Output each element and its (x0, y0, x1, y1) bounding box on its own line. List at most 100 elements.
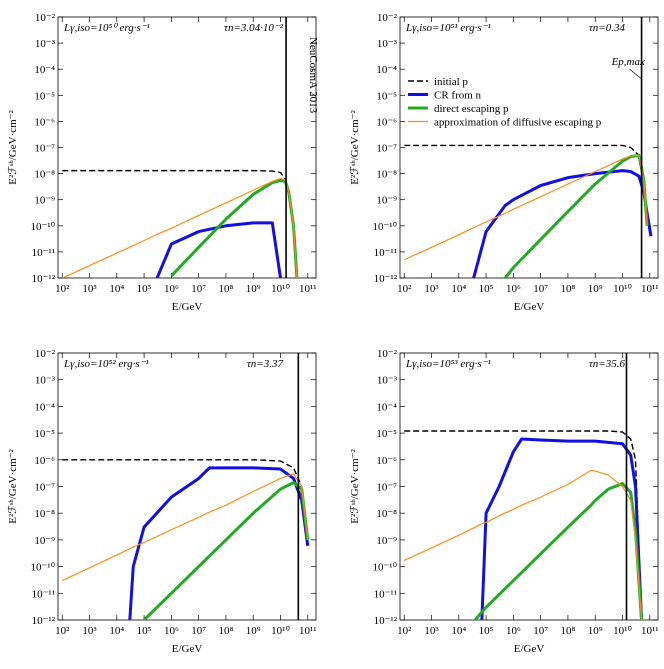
y-tick-label: 10⁻³ (35, 375, 56, 387)
x-tick-label: 10⁷ (533, 283, 548, 295)
series-group (403, 430, 644, 620)
x-tick-label: 10⁵ (137, 283, 152, 295)
x-tick-label: 10² (397, 625, 412, 637)
x-tick-label: 10¹⁰ (271, 283, 290, 295)
y-tick-label: 10⁻¹² (32, 615, 56, 627)
x-tick-label: 10⁸ (219, 283, 234, 295)
series-line (61, 473, 309, 582)
x-tick-label: 10⁷ (191, 283, 206, 295)
x-tick-label: 10¹¹ (641, 283, 659, 295)
series-group (403, 144, 653, 278)
y-tick-label: 10⁻² (35, 348, 56, 360)
x-tick-label: 10⁴ (109, 283, 124, 295)
legend-label: approximation of diffusive escaping p (434, 117, 602, 129)
x-tick-label: 10⁵ (137, 625, 152, 637)
x-tick-label: 10⁶ (506, 283, 521, 295)
x-tick-label: 10¹¹ (641, 625, 659, 637)
x-tick-label: 10⁵ (479, 625, 494, 637)
x-tick-label: 10⁴ (109, 625, 124, 637)
panel: 10² 10³ 10⁴ 10⁵ 10⁶ 10⁷ 10⁸ 10⁹ 10¹⁰ 10¹¹ 10⁻¹² 10⁻… (7, 348, 317, 655)
y-tick-label: 10⁻¹⁰ (30, 562, 55, 574)
y-tick-label: 10⁻⁸ (376, 508, 397, 520)
x-tick-label: 10⁹ (588, 283, 603, 295)
x-tick-label: 10⁷ (533, 625, 548, 637)
y-tick-label: 10⁻¹¹ (32, 588, 55, 600)
y-tick-label: 10⁻⁴ (376, 401, 397, 413)
y-tick-label: 10⁻⁴ (34, 64, 55, 76)
x-axis-label: E/GeV (172, 643, 203, 655)
y-tick-label: 10⁻¹² (374, 273, 398, 285)
y-tick-label: 10⁻⁶ (376, 455, 397, 467)
series-group (61, 459, 310, 620)
watermark: NeuCosmA 2013 (307, 37, 319, 114)
y-tick-label: 10⁻¹¹ (374, 247, 397, 259)
series-group (61, 169, 299, 278)
x-tick-label: 10² (55, 283, 70, 295)
x-tick-label: 10⁶ (506, 625, 521, 637)
series-line (404, 144, 648, 226)
y-tick-label: 10⁻⁹ (34, 195, 55, 207)
y-tick-label: 10⁻⁵ (34, 428, 55, 440)
plot-frame (399, 352, 659, 621)
x-tick-label: 10³ (424, 283, 439, 295)
y-tick-label: 10⁻¹⁰ (372, 221, 397, 233)
y-tick-label: 10⁻³ (377, 38, 398, 50)
vline-label: Ep,max (611, 56, 645, 68)
tau-label: τn=0.34 (589, 22, 626, 34)
x-tick-label: 10² (55, 625, 70, 637)
y-tick-label: 10⁻⁷ (376, 143, 397, 155)
series-line (62, 459, 309, 540)
annotation: Lγ,iso=10⁵¹ erg·s⁻¹ (405, 22, 491, 34)
annotation: Lγ,iso=10⁵³ erg·s⁻¹ (405, 358, 491, 370)
series-line (128, 466, 310, 620)
y-tick-label: 10⁻² (377, 348, 398, 360)
x-tick-label: 10⁶ (164, 625, 179, 637)
x-tick-label: 10¹⁰ (271, 625, 290, 637)
tau-label: τn=35.6 (589, 358, 626, 370)
y-axis-label: E²ℱˢʰ/GeV·cm⁻² (349, 449, 361, 524)
x-tick-label: 10⁹ (246, 283, 261, 295)
y-tick-label: 10⁻⁸ (34, 508, 55, 520)
panel: 10² 10³ 10⁴ 10⁵ 10⁶ 10⁷ 10⁸ 10⁹ 10¹⁰ 10¹¹ 10⁻¹² 10⁻… (7, 12, 319, 313)
x-tick-label: 10⁹ (246, 625, 261, 637)
y-tick-label: 10⁻⁷ (34, 143, 55, 155)
y-tick-label: 10⁻⁶ (376, 116, 397, 128)
x-tick-label: 10¹¹ (299, 625, 317, 637)
series-line (404, 430, 643, 620)
y-tick-label: 10⁻² (35, 12, 56, 24)
y-tick-label: 10⁻⁹ (376, 195, 397, 207)
y-tick-label: 10⁻⁹ (376, 535, 397, 547)
y-tick-label: 10⁻⁹ (34, 535, 55, 547)
y-axis-label: E²ℱˢʰ/GeV·cm⁻² (7, 449, 19, 524)
x-tick-label: 10⁴ (451, 283, 466, 295)
y-tick-label: 10⁻⁵ (376, 428, 397, 440)
series-line (480, 437, 644, 620)
series-line (474, 481, 644, 620)
tau-label: τn=3.04·10⁻² (224, 22, 284, 34)
y-tick-label: 10⁻¹¹ (374, 588, 397, 600)
x-tick-label: 10¹⁰ (613, 283, 632, 295)
x-tick-label: 10⁹ (588, 625, 603, 637)
y-tick-label: 10⁻¹⁰ (372, 562, 397, 574)
y-tick-label: 10⁻⁸ (34, 169, 55, 181)
plot-frame (57, 16, 317, 279)
y-tick-label: 10⁻⁶ (34, 455, 55, 467)
y-tick-label: 10⁻¹² (32, 273, 56, 285)
x-tick-label: 10⁸ (561, 283, 576, 295)
y-tick-label: 10⁻² (377, 12, 398, 24)
x-tick-label: 10² (397, 283, 412, 295)
legend-label: direct escaping p (434, 103, 509, 115)
x-tick-label: 10⁴ (451, 625, 466, 637)
y-tick-label: 10⁻⁵ (376, 90, 397, 102)
y-tick-label: 10⁻⁴ (376, 64, 397, 76)
annotation: Lγ,iso=10⁵² erg·s⁻¹ (63, 358, 149, 370)
y-tick-label: 10⁻¹¹ (32, 247, 55, 259)
pointer (629, 68, 642, 80)
series-line (403, 154, 648, 261)
x-tick-label: 10⁵ (479, 283, 494, 295)
series-line (503, 153, 649, 278)
x-axis-label: E/GeV (514, 643, 545, 655)
x-tick-label: 10³ (424, 625, 439, 637)
x-tick-label: 10⁶ (164, 283, 179, 295)
